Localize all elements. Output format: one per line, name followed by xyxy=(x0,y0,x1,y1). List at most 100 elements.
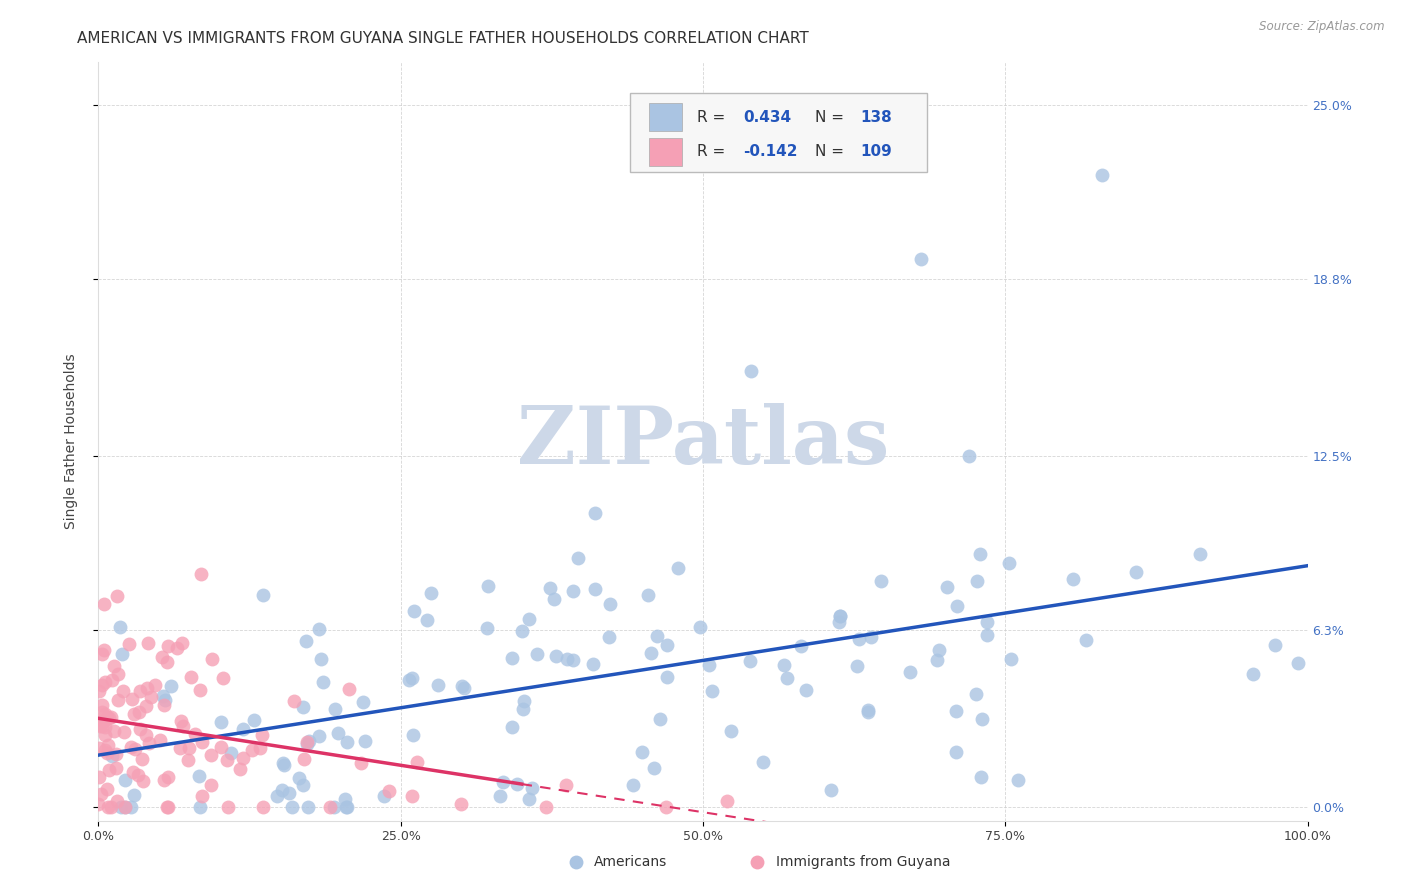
Point xyxy=(848,632,870,647)
Point xyxy=(103,659,125,673)
Point xyxy=(405,756,427,770)
Point xyxy=(450,797,472,811)
Point xyxy=(90,705,112,719)
Point xyxy=(336,735,359,749)
Point xyxy=(567,551,589,566)
Point xyxy=(129,722,152,736)
Point xyxy=(273,758,295,772)
Point xyxy=(666,561,689,575)
Point xyxy=(200,778,222,792)
Point xyxy=(828,609,851,624)
Point xyxy=(1241,666,1264,681)
Point xyxy=(309,652,332,666)
Point xyxy=(697,658,720,673)
Point xyxy=(790,639,813,653)
Point xyxy=(91,698,114,712)
Point xyxy=(190,799,212,814)
Point xyxy=(190,566,212,581)
Point xyxy=(970,712,993,726)
Point xyxy=(131,752,153,766)
Point xyxy=(292,752,315,766)
Point xyxy=(501,650,523,665)
Point xyxy=(946,599,969,613)
Point xyxy=(415,613,437,627)
Point xyxy=(249,741,271,756)
Text: ZIPatlas: ZIPatlas xyxy=(517,402,889,481)
Point xyxy=(105,747,128,762)
Point xyxy=(501,720,523,734)
Point xyxy=(212,671,235,685)
Point xyxy=(630,746,652,760)
Point xyxy=(373,789,395,804)
Point xyxy=(100,710,122,724)
Point xyxy=(229,762,252,776)
Point xyxy=(976,615,998,629)
Point xyxy=(135,728,157,742)
Point xyxy=(219,746,242,760)
Point xyxy=(131,774,153,789)
Point xyxy=(475,621,498,635)
Point xyxy=(555,652,578,666)
Point xyxy=(90,787,112,801)
Point xyxy=(252,799,274,814)
Point xyxy=(177,753,200,767)
Text: AMERICAN VS IMMIGRANTS FROM GUYANA SINGLE FATHER HOUSEHOLDS CORRELATION CHART: AMERICAN VS IMMIGRANTS FROM GUYANA SINGL… xyxy=(77,31,808,46)
Point xyxy=(621,778,644,792)
Point xyxy=(928,642,950,657)
Point xyxy=(965,687,987,701)
Point xyxy=(240,743,263,757)
Text: 138: 138 xyxy=(860,110,891,125)
Point xyxy=(124,788,146,802)
Point xyxy=(183,727,205,741)
Point xyxy=(111,647,134,661)
Text: N =: N = xyxy=(815,145,849,160)
Point xyxy=(645,629,668,643)
Point xyxy=(453,681,475,695)
Point xyxy=(143,678,166,692)
Point xyxy=(297,799,319,814)
Point xyxy=(1000,652,1022,666)
Point xyxy=(637,588,659,602)
Point xyxy=(252,588,274,602)
Point xyxy=(283,694,305,708)
Text: -0.142: -0.142 xyxy=(742,145,797,160)
Point xyxy=(820,783,842,797)
Text: 109: 109 xyxy=(860,145,891,160)
Point xyxy=(156,799,179,814)
Point xyxy=(172,718,194,732)
Point xyxy=(298,734,321,748)
Y-axis label: Single Father Households: Single Father Households xyxy=(63,354,77,529)
Point xyxy=(337,681,360,696)
Point xyxy=(640,646,662,660)
Point xyxy=(103,723,125,738)
Point xyxy=(1286,656,1309,670)
Point xyxy=(505,777,527,791)
Point xyxy=(936,580,959,594)
Point xyxy=(976,628,998,642)
Point xyxy=(180,670,202,684)
Point xyxy=(352,695,374,709)
Point xyxy=(100,799,122,814)
Point xyxy=(323,799,346,814)
Point xyxy=(101,673,124,687)
FancyBboxPatch shape xyxy=(648,103,682,131)
Point xyxy=(271,783,294,797)
Point xyxy=(898,665,921,680)
Point xyxy=(583,506,606,520)
Point xyxy=(250,728,273,742)
Point xyxy=(217,753,239,767)
Point xyxy=(187,769,209,783)
Point xyxy=(398,673,420,687)
Point xyxy=(136,636,159,650)
Point xyxy=(583,582,606,596)
Text: N =: N = xyxy=(815,110,849,125)
Point xyxy=(599,598,621,612)
Point xyxy=(89,716,111,731)
FancyBboxPatch shape xyxy=(648,137,682,166)
Point xyxy=(491,774,513,789)
Text: Immigrants from Guyana: Immigrants from Guyana xyxy=(776,855,950,870)
Point xyxy=(450,679,472,693)
Point xyxy=(105,762,128,776)
Point xyxy=(401,672,423,686)
Point xyxy=(402,728,425,742)
